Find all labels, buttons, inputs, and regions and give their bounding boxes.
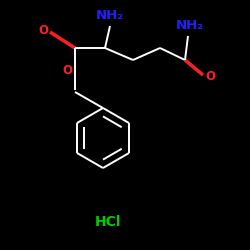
Text: O: O bbox=[38, 24, 48, 36]
Text: HCl: HCl bbox=[95, 215, 121, 229]
Text: NH₂: NH₂ bbox=[96, 9, 124, 22]
Text: O: O bbox=[205, 70, 215, 84]
Text: O: O bbox=[62, 64, 72, 76]
Text: NH₂: NH₂ bbox=[176, 19, 204, 32]
